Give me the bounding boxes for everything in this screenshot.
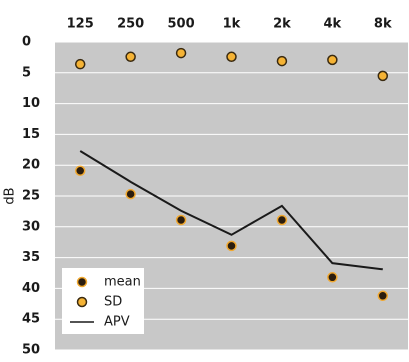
point bbox=[226, 51, 237, 63]
point bbox=[377, 290, 389, 302]
apv-line bbox=[79, 150, 383, 271]
y-tick-label: 40 bbox=[22, 281, 40, 296]
y-tick-label: 0 bbox=[22, 35, 31, 50]
point bbox=[276, 214, 288, 226]
legend-label: SD bbox=[104, 295, 122, 310]
point bbox=[327, 272, 338, 283]
point bbox=[125, 188, 136, 200]
legend-box bbox=[62, 268, 144, 334]
point bbox=[175, 47, 187, 59]
point bbox=[125, 51, 136, 63]
point bbox=[226, 240, 237, 252]
legend-label: APV bbox=[104, 315, 130, 330]
point bbox=[175, 214, 187, 226]
y-tick-label: 15 bbox=[22, 127, 40, 142]
point bbox=[327, 54, 338, 66]
legend-label: mean bbox=[104, 275, 141, 290]
point bbox=[74, 165, 86, 176]
x-tick-label: 1k bbox=[223, 17, 241, 32]
legend-marker bbox=[76, 296, 88, 308]
point bbox=[276, 55, 288, 67]
y-tick-label: 35 bbox=[22, 250, 40, 265]
x-tick-label: 125 bbox=[67, 17, 94, 32]
y-tick-label: 5 bbox=[22, 65, 31, 80]
y-tick-label: 10 bbox=[22, 96, 40, 111]
legend-marker bbox=[76, 276, 88, 288]
y-axis-label: dB bbox=[3, 187, 18, 204]
x-tick-label: 2k bbox=[273, 17, 291, 32]
y-tick-label: 50 bbox=[22, 343, 40, 358]
y-tick-label: 20 bbox=[22, 158, 40, 173]
x-tick-label: 4k bbox=[324, 17, 342, 32]
x-tick-label: 500 bbox=[168, 17, 195, 32]
point bbox=[74, 58, 86, 70]
x-tick-label: 8k bbox=[374, 17, 392, 32]
y-tick-label: 25 bbox=[22, 189, 40, 204]
point bbox=[377, 70, 389, 82]
x-tick-label: 250 bbox=[117, 17, 144, 32]
y-tick-label: 45 bbox=[22, 312, 40, 327]
y-tick-label: 30 bbox=[22, 219, 40, 234]
